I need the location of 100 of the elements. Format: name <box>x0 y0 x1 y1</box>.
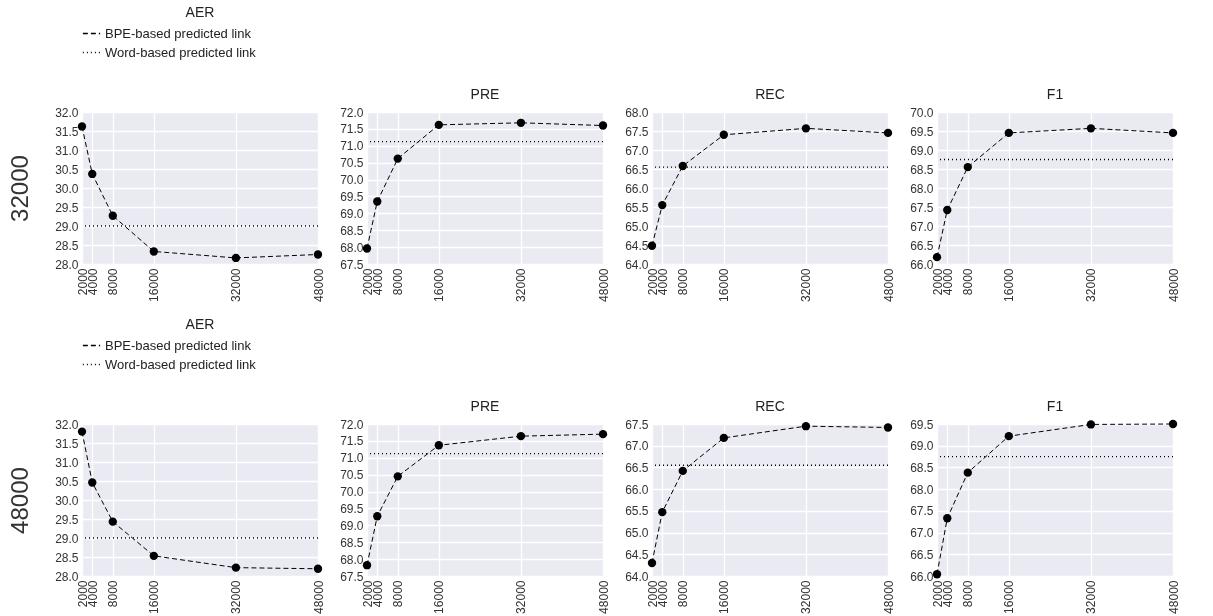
chart-title: AER <box>185 316 215 332</box>
point <box>598 121 608 130</box>
x-tick-label: 48000 <box>1166 268 1181 302</box>
y-tick-label: 70.0 <box>340 485 364 500</box>
y-tick-label: 29.0 <box>55 531 79 546</box>
y-tick-label: 67.5 <box>625 417 649 432</box>
y-tick-label: 69.0 <box>910 439 934 454</box>
x-tick-label: 8000 <box>961 268 976 296</box>
y-tick-label: 65.5 <box>625 504 649 519</box>
point <box>598 429 608 439</box>
point <box>647 241 657 250</box>
x-tick-label: 16000 <box>717 580 732 614</box>
y-tick-label: 67.5 <box>910 504 934 519</box>
x-tick-label: 8000 <box>106 268 121 296</box>
point <box>231 563 241 572</box>
y-tick-label: 66.0 <box>910 569 934 584</box>
y-tick-label: 29.5 <box>55 200 79 215</box>
y-axis-title: 48000 <box>6 467 34 534</box>
y-tick-label: 30.5 <box>55 474 79 489</box>
y-tick-label: 31.5 <box>55 124 79 139</box>
x-tick-label: 48000 <box>881 268 896 302</box>
y-tick-label: 28.5 <box>55 550 79 565</box>
y-tick-label: 69.5 <box>910 124 934 139</box>
point <box>373 197 382 206</box>
x-tick-label: 8000 <box>676 580 691 608</box>
legend-label: Word-based predicted link <box>105 44 257 60</box>
y-tick-label: 72.0 <box>340 105 364 120</box>
y-tick-label: 68.0 <box>910 482 934 497</box>
point <box>1086 420 1096 429</box>
point <box>108 517 117 526</box>
point <box>1168 419 1178 429</box>
y-tick-label: 71.0 <box>340 451 364 466</box>
point <box>516 431 526 441</box>
y-tick-label: 72.0 <box>340 417 364 432</box>
y-tick-label: 68.5 <box>340 535 364 550</box>
point <box>658 200 667 210</box>
y-tick-label: 71.5 <box>340 434 364 449</box>
y-tick-label: 69.0 <box>340 518 364 533</box>
y-tick-label: 65.0 <box>625 526 649 541</box>
y-tick-label: 32.0 <box>55 105 79 120</box>
y-tick-label: 66.0 <box>625 482 649 497</box>
y-tick-label: 69.5 <box>910 417 934 432</box>
y-tick-label: 69.0 <box>910 143 934 158</box>
point <box>434 441 444 450</box>
y-tick-label: 66.5 <box>910 547 934 562</box>
point <box>963 468 972 477</box>
y-tick-label: 29.0 <box>55 219 79 234</box>
y-tick-label: 67.5 <box>910 200 934 215</box>
y-tick-label: 66.5 <box>910 238 934 253</box>
chart-title: REC <box>755 86 785 102</box>
y-tick-label: 68.0 <box>340 240 364 255</box>
point <box>77 427 87 436</box>
chart-title: F1 <box>1046 398 1064 414</box>
y-tick-label: 31.5 <box>55 436 79 451</box>
y-tick-label: 67.0 <box>910 526 934 541</box>
point <box>393 154 402 163</box>
y-tick-label: 66.5 <box>625 162 649 177</box>
point <box>801 422 811 431</box>
x-tick-label: 32000 <box>1084 268 1099 302</box>
y-tick-label: 67.0 <box>625 143 649 158</box>
y-tick-label: 67.0 <box>910 219 934 234</box>
y-tick-label: 31.0 <box>55 143 79 158</box>
y-tick-label: 68.0 <box>910 181 934 196</box>
y-tick-label: 31.0 <box>55 455 79 470</box>
x-tick-label: 8000 <box>391 268 406 296</box>
point <box>149 247 159 256</box>
y-tick-label: 67.5 <box>625 124 649 139</box>
y-tick-label: 65.5 <box>625 200 649 215</box>
point <box>516 118 526 127</box>
point <box>883 423 893 432</box>
x-tick-label: 48000 <box>1166 580 1181 614</box>
y-tick-label: 69.5 <box>340 189 364 204</box>
y-tick-label: 68.0 <box>340 552 364 567</box>
point <box>883 128 893 138</box>
point <box>313 564 323 573</box>
point <box>943 205 952 215</box>
chart-title: AER <box>185 4 215 20</box>
y-tick-label: 67.0 <box>625 439 649 454</box>
y-tick-label: 70.0 <box>910 105 934 120</box>
y-tick-label: 28.0 <box>55 257 79 272</box>
y-tick-label: 28.0 <box>55 569 79 584</box>
y-tick-label: 70.5 <box>340 156 364 171</box>
y-tick-label: 69.0 <box>340 206 364 221</box>
y-tick-label: 28.5 <box>55 238 79 253</box>
x-tick-label: 16000 <box>432 268 447 302</box>
point <box>1086 124 1096 133</box>
point <box>932 252 942 262</box>
y-tick-label: 66.5 <box>625 460 649 475</box>
point <box>658 507 667 517</box>
y-tick-label: 64.0 <box>625 257 649 272</box>
point <box>719 433 729 443</box>
chart-title: PRE <box>470 86 500 102</box>
y-tick-label: 65.0 <box>625 219 649 234</box>
x-tick-label: 8000 <box>391 580 406 608</box>
y-tick-label: 66.0 <box>910 257 934 272</box>
y-tick-label: 32.0 <box>55 417 79 432</box>
y-tick-label: 66.0 <box>625 181 649 196</box>
x-tick-label: 16000 <box>147 580 162 614</box>
x-tick-label: 8000 <box>961 580 976 608</box>
y-tick-label: 64.0 <box>625 569 649 584</box>
